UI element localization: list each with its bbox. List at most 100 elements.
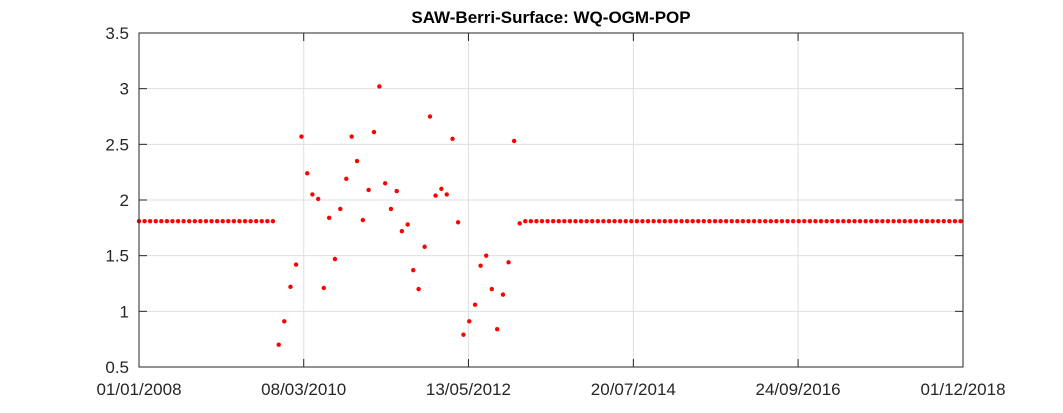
data-point xyxy=(740,218,746,224)
data-point xyxy=(763,218,768,224)
x-tick-label: 01/01/2008 xyxy=(96,380,181,399)
chart-title: SAW-Berri-Surface: WQ-OGM-POP xyxy=(411,8,690,27)
data-point xyxy=(315,196,321,202)
data-point xyxy=(645,218,651,224)
data-point xyxy=(701,218,707,224)
y-tick-label: 3 xyxy=(120,80,129,99)
data-point xyxy=(869,218,874,224)
data-point xyxy=(523,218,528,224)
data-point xyxy=(288,284,293,290)
data-point xyxy=(354,158,360,164)
data-point xyxy=(813,218,818,224)
data-point xyxy=(371,129,377,135)
data-point xyxy=(181,218,186,224)
data-point xyxy=(500,292,506,297)
data-point xyxy=(147,218,153,224)
data-point xyxy=(411,267,416,273)
data-point xyxy=(209,218,214,224)
data-point xyxy=(729,218,734,224)
data-point xyxy=(534,218,539,224)
data-point xyxy=(796,218,801,224)
data-point xyxy=(511,138,517,144)
data-point xyxy=(299,134,304,139)
tick-marks xyxy=(138,32,964,368)
data-point xyxy=(712,218,718,224)
data-point xyxy=(494,326,500,332)
data-point xyxy=(941,218,946,224)
data-point xyxy=(153,218,158,224)
data-point xyxy=(573,218,578,224)
y-tick-label: 2.5 xyxy=(105,135,129,154)
data-point xyxy=(175,218,181,224)
data-point xyxy=(952,218,958,224)
data-point xyxy=(427,114,433,119)
data-point xyxy=(846,218,852,224)
x-tick-label: 13/05/2012 xyxy=(426,380,511,399)
data-point xyxy=(584,218,589,224)
data-point xyxy=(338,206,343,212)
x-tick-label: 01/12/2018 xyxy=(920,380,1005,399)
data-point xyxy=(305,171,310,176)
data-point xyxy=(253,218,259,224)
data-point xyxy=(472,302,478,307)
data-point xyxy=(696,218,701,224)
data-point xyxy=(455,220,461,225)
x-tick-label: 08/03/2010 xyxy=(261,380,346,399)
data-point xyxy=(896,218,902,224)
data-point xyxy=(818,218,824,224)
data-point xyxy=(265,218,270,224)
data-point xyxy=(902,218,907,224)
data-point xyxy=(142,218,147,224)
data-point xyxy=(623,218,628,224)
data-point xyxy=(651,218,656,224)
data-point xyxy=(656,218,662,224)
data-point xyxy=(422,244,427,249)
data-point xyxy=(517,221,522,226)
y-tick-label: 1 xyxy=(120,302,129,321)
data-point xyxy=(382,181,388,186)
data-point xyxy=(164,218,170,224)
data-point xyxy=(388,206,394,212)
data-point xyxy=(259,218,264,224)
data-point xyxy=(690,218,695,224)
data-point xyxy=(807,218,813,224)
data-point xyxy=(506,260,511,265)
data-point xyxy=(936,218,941,224)
data-point xyxy=(399,228,405,234)
x-tick-label: 24/09/2016 xyxy=(756,380,841,399)
data-point xyxy=(293,262,299,267)
data-point xyxy=(214,218,220,224)
data-point xyxy=(439,186,444,192)
x-tick-label: 20/07/2014 xyxy=(591,380,676,399)
data-point xyxy=(187,218,192,224)
data-point xyxy=(203,218,209,224)
data-point xyxy=(276,342,281,347)
data-point xyxy=(606,218,612,224)
data-point xyxy=(226,218,231,224)
data-point xyxy=(746,218,751,224)
data-point xyxy=(640,218,645,224)
data-point xyxy=(377,84,382,89)
data-point xyxy=(170,218,175,224)
data-point xyxy=(198,218,203,224)
data-point xyxy=(394,188,399,194)
y-tick-labels: 0.5 1 1.5 2 2.5 3 3.5 xyxy=(105,24,129,377)
data-point xyxy=(242,218,248,224)
y-tick-label: 0.5 xyxy=(105,358,129,377)
data-point xyxy=(556,218,561,224)
data-point xyxy=(528,218,534,224)
data-point xyxy=(857,218,863,224)
data-point xyxy=(829,218,835,224)
y-tick-label: 3.5 xyxy=(105,24,129,43)
data-point xyxy=(461,332,466,337)
data-point xyxy=(478,263,483,268)
data-point xyxy=(930,218,935,224)
data-point xyxy=(310,192,315,197)
data-point xyxy=(282,319,287,324)
data-point xyxy=(673,218,679,224)
data-point xyxy=(751,218,757,224)
data-point xyxy=(629,218,634,224)
y-tick-label: 1.5 xyxy=(105,247,129,266)
data-point xyxy=(484,253,489,258)
data-point xyxy=(852,218,857,224)
